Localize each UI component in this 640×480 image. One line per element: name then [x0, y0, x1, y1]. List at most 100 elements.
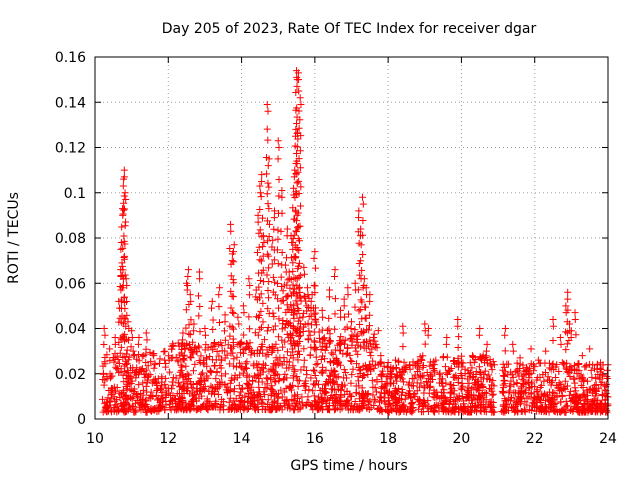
- data-point: [281, 370, 289, 378]
- data-point: [264, 200, 272, 208]
- data-point: [198, 403, 206, 411]
- data-point: [468, 408, 476, 416]
- data-point: [104, 394, 112, 402]
- data-point: [528, 402, 536, 410]
- data-point: [292, 227, 300, 235]
- data-point: [307, 374, 315, 382]
- data-point: [220, 327, 228, 335]
- data-point: [355, 207, 363, 215]
- data-point: [390, 379, 398, 387]
- data-point: [149, 350, 157, 358]
- data-point: [230, 279, 238, 287]
- data-point: [515, 387, 523, 395]
- data-point: [275, 175, 283, 183]
- data-point: [201, 383, 209, 391]
- data-point: [423, 369, 431, 377]
- x-axis-label: GPS time / hours: [290, 458, 407, 474]
- data-point: [211, 385, 219, 393]
- data-point: [418, 372, 426, 380]
- data-point: [235, 320, 243, 328]
- data-point: [128, 327, 136, 335]
- data-point: [506, 382, 514, 390]
- data-point: [265, 232, 273, 240]
- data-point: [387, 367, 395, 375]
- data-point: [303, 302, 311, 310]
- data-point: [234, 313, 242, 321]
- data-point: [184, 272, 192, 280]
- data-point: [264, 179, 272, 187]
- data-point: [352, 347, 360, 355]
- data-point: [574, 360, 582, 368]
- data-point: [447, 395, 455, 403]
- data-point: [528, 406, 536, 414]
- data-point: [291, 391, 299, 399]
- data-point: [490, 382, 498, 390]
- data-point: [255, 283, 263, 291]
- data-point: [137, 402, 145, 410]
- data-point: [216, 319, 224, 327]
- data-point: [546, 364, 554, 372]
- data-point: [166, 400, 174, 408]
- data-point: [337, 306, 345, 314]
- data-point: [327, 349, 335, 357]
- data-point: [292, 188, 300, 196]
- data-point: [325, 314, 333, 322]
- data-point: [401, 395, 409, 403]
- data-point: [347, 357, 355, 365]
- data-point: [230, 355, 238, 363]
- data-point: [120, 378, 128, 386]
- data-point: [570, 374, 578, 382]
- data-point: [254, 406, 262, 414]
- data-point: [326, 372, 334, 380]
- data-point: [297, 132, 305, 140]
- data-point: [480, 403, 488, 411]
- data-point: [447, 381, 455, 389]
- data-point: [318, 336, 326, 344]
- data-point: [344, 291, 352, 299]
- data-point: [440, 404, 448, 412]
- data-point: [169, 341, 177, 349]
- data-point: [337, 333, 345, 341]
- data-point: [367, 362, 375, 370]
- data-point: [172, 404, 180, 412]
- data-point: [230, 258, 238, 266]
- data-point: [361, 361, 369, 369]
- data-point: [187, 316, 195, 324]
- data-point: [252, 373, 260, 381]
- data-points: [98, 67, 612, 416]
- data-point: [336, 347, 344, 355]
- data-point: [286, 405, 294, 413]
- data-point: [513, 359, 521, 367]
- data-point: [331, 272, 339, 280]
- data-point: [108, 385, 116, 393]
- data-point: [213, 368, 221, 376]
- data-point: [115, 406, 123, 414]
- data-point: [289, 259, 297, 267]
- data-point: [522, 386, 530, 394]
- data-point: [429, 375, 437, 383]
- data-point: [260, 232, 268, 240]
- data-point: [470, 372, 478, 380]
- data-point: [530, 398, 538, 406]
- data-point: [295, 189, 303, 197]
- data-point: [419, 408, 427, 416]
- data-point: [135, 357, 143, 365]
- data-point: [352, 382, 360, 390]
- data-point: [153, 407, 161, 415]
- data-point: [127, 343, 135, 351]
- data-point: [168, 378, 176, 386]
- data-point: [248, 399, 256, 407]
- data-point: [501, 331, 509, 339]
- data-point: [555, 368, 563, 376]
- data-point: [398, 365, 406, 373]
- data-point: [150, 352, 158, 360]
- data-point: [295, 333, 303, 341]
- data-point: [108, 391, 116, 399]
- data-point: [185, 321, 193, 329]
- data-point: [376, 359, 384, 367]
- data-point: [293, 160, 301, 168]
- data-point: [258, 214, 266, 222]
- data-point: [577, 381, 585, 389]
- data-point: [123, 311, 131, 319]
- x-tick-label: 16: [306, 431, 324, 447]
